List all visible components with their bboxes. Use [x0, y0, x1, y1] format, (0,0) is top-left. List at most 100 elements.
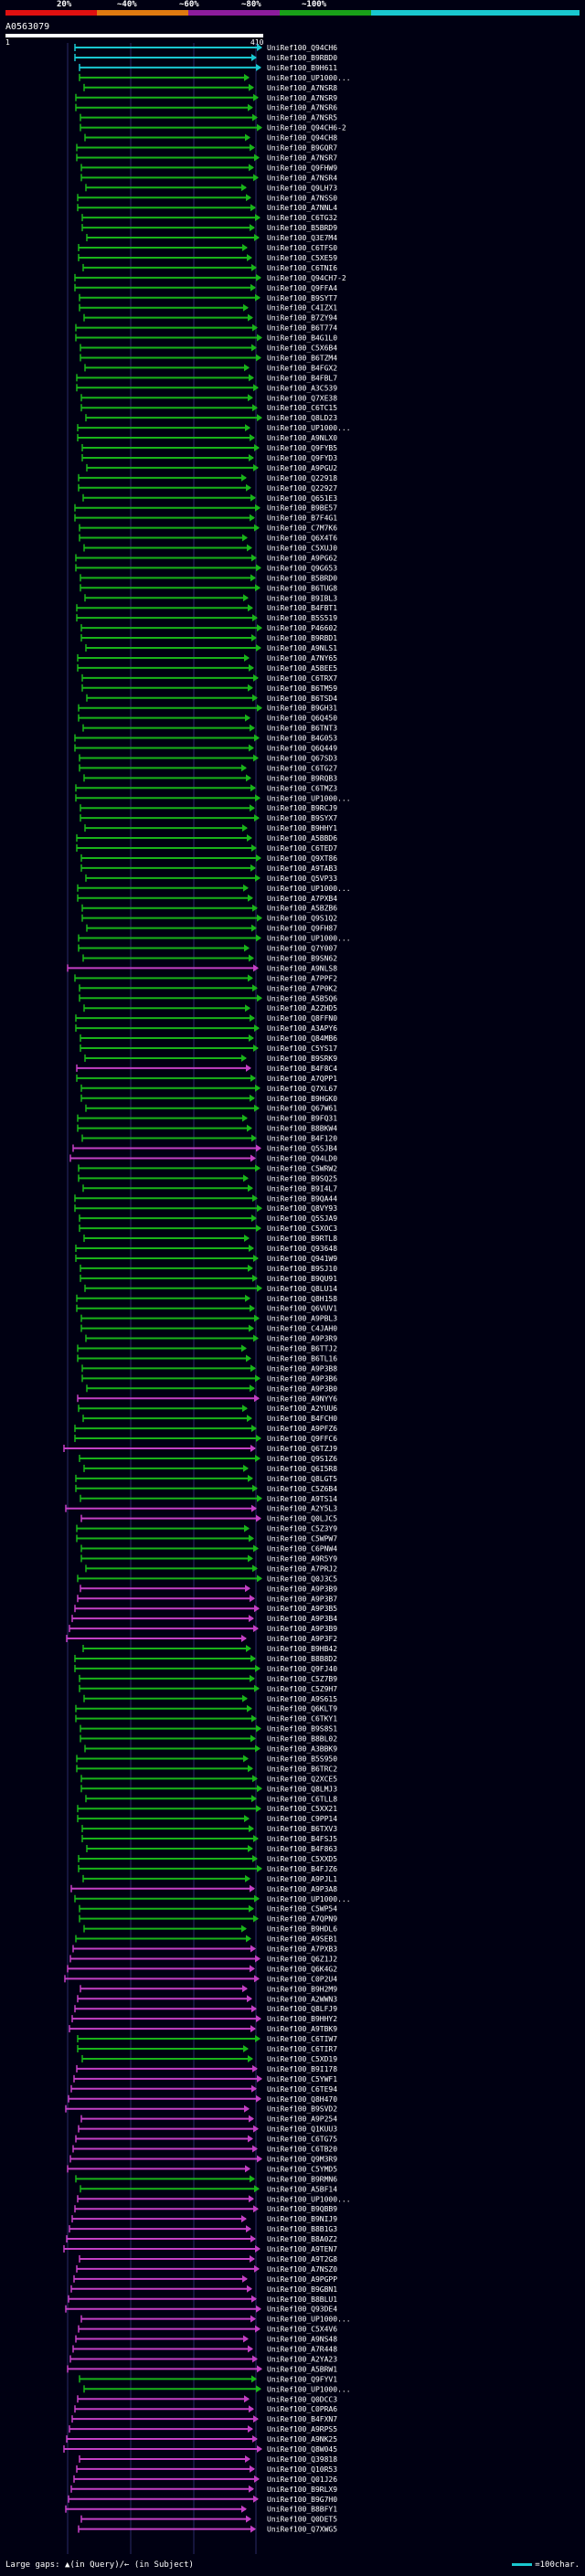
- hit-label[interactable]: UniRef100_B6TZM4: [267, 354, 337, 362]
- hit-row[interactable]: UniRef100_Q9S1Q2: [81, 914, 337, 923]
- hit-row[interactable]: UniRef100_C4JAH0: [80, 1324, 337, 1333]
- hit-label[interactable]: UniRef100_Q1KUU3: [267, 2125, 337, 2134]
- hit-label[interactable]: UniRef100_A9PGU2: [267, 464, 337, 472]
- hit-label[interactable]: UniRef100_B9QU91: [267, 1275, 337, 1283]
- hit-label[interactable]: UniRef100_A7P0K2: [267, 984, 337, 992]
- hit-row[interactable]: UniRef100_Q94CH7-2: [74, 273, 346, 282]
- hit-label[interactable]: UniRef100_C5Z7B9: [267, 1675, 337, 1683]
- hit-row[interactable]: UniRef100_C6TG27: [79, 764, 337, 772]
- hit-label[interactable]: UniRef100_A5BRW1: [267, 2365, 337, 2373]
- hit-row[interactable]: UniRef100_B9H2M9: [80, 1985, 337, 1993]
- hit-row[interactable]: UniRef100_A7NSS0: [77, 194, 337, 202]
- hit-row[interactable]: UniRef100_UP1000...: [75, 794, 351, 802]
- hit-row[interactable]: UniRef100_C6TIR7: [77, 2045, 337, 2053]
- hit-row[interactable]: UniRef100_Q9S1Z6: [79, 1454, 337, 1463]
- hit-label[interactable]: UniRef100_A7QPP1: [267, 1075, 337, 1083]
- hit-row[interactable]: UniRef100_Q22927: [78, 483, 337, 493]
- hit-row[interactable]: UniRef100_Q7XWG5: [78, 2525, 337, 2534]
- hit-label[interactable]: UniRef100_B8B1G3: [267, 2225, 337, 2233]
- hit-label[interactable]: UniRef100_Q39818: [267, 2455, 337, 2464]
- hit-label[interactable]: UniRef100_Q94CH8: [267, 134, 337, 143]
- hit-row[interactable]: UniRef100_B4G053: [74, 734, 337, 743]
- hit-row[interactable]: UniRef100_A7NSR7: [76, 154, 337, 162]
- hit-label[interactable]: UniRef100_A7NY65: [267, 654, 337, 663]
- hit-row[interactable]: UniRef100_A9PBL3: [80, 1314, 337, 1323]
- hit-label[interactable]: UniRef100_A5BF14: [267, 2185, 337, 2193]
- hit-label[interactable]: UniRef100_Q7XWG5: [267, 2526, 337, 2534]
- hit-label[interactable]: UniRef100_B8BLU1: [267, 2295, 337, 2304]
- hit-label[interactable]: UniRef100_C5WPW7: [267, 1535, 337, 1543]
- hit-row[interactable]: UniRef100_A9P3R9: [85, 1334, 337, 1343]
- hit-label[interactable]: UniRef100_A9P3B0: [267, 1384, 337, 1393]
- hit-row[interactable]: UniRef100_A9P3B7: [77, 1595, 337, 1603]
- hit-label[interactable]: UniRef100_B5BRD9: [267, 224, 337, 232]
- hit-row[interactable]: UniRef100_UP1000...: [77, 424, 351, 432]
- hit-label[interactable]: UniRef100_A5BBD6: [267, 834, 337, 843]
- hit-label[interactable]: UniRef100_B4FGX2: [267, 364, 337, 372]
- hit-label[interactable]: UniRef100_C5XE59: [267, 254, 337, 262]
- hit-row[interactable]: UniRef100_C4IZX1: [79, 303, 337, 313]
- hit-label[interactable]: UniRef100_Q0DCC3: [267, 2395, 337, 2403]
- hit-label[interactable]: UniRef100_C5XXD5: [267, 1855, 337, 1863]
- hit-label[interactable]: UniRef100_A9P3B6: [267, 1374, 337, 1383]
- hit-label[interactable]: UniRef100_B4F863: [267, 1845, 337, 1853]
- hit-label[interactable]: UniRef100_C5YWF1: [267, 2075, 337, 2083]
- hit-label[interactable]: UniRef100_Q5SJA9: [267, 1214, 337, 1223]
- hit-label[interactable]: UniRef100_B9HB42: [267, 1645, 337, 1653]
- hit-row[interactable]: UniRef100_B4FJZ6: [78, 1864, 337, 1873]
- hit-label[interactable]: UniRef100_B8B8D2: [267, 1655, 337, 1663]
- hit-row[interactable]: UniRef100_Q6X4T6: [79, 534, 337, 543]
- hit-label[interactable]: UniRef100_B9HHY1: [267, 824, 337, 832]
- hit-label[interactable]: UniRef100_C5WP54: [267, 1905, 337, 1913]
- hit-label[interactable]: UniRef100_A9NYY6: [267, 1394, 337, 1403]
- hit-label[interactable]: UniRef100_C6TE94: [267, 2085, 337, 2094]
- hit-label[interactable]: UniRef100_C5X6B4: [267, 345, 337, 353]
- hit-row[interactable]: UniRef100_C5YS17: [80, 1044, 337, 1053]
- hit-label[interactable]: UniRef100_A9NLS1: [267, 644, 337, 652]
- hit-row[interactable]: UniRef100_A9TEN7: [63, 2245, 337, 2253]
- hit-label[interactable]: UniRef100_Q9FYV1: [267, 2375, 337, 2383]
- hit-row[interactable]: UniRef100_A7QPP1: [76, 1074, 337, 1083]
- hit-row[interactable]: UniRef100_B9S8S1: [80, 1724, 337, 1733]
- hit-row[interactable]: UniRef100_Q3E7M4: [86, 234, 337, 242]
- hit-row[interactable]: UniRef100_Q6KLT9: [75, 1704, 337, 1713]
- hit-label[interactable]: UniRef100_A9P3B4: [267, 1615, 337, 1623]
- hit-label[interactable]: UniRef100_A9NLS8: [267, 964, 337, 972]
- hit-label[interactable]: UniRef100_A5B5Q6: [267, 994, 337, 1002]
- hit-label[interactable]: UniRef100_A9PJL1: [267, 1875, 337, 1883]
- hit-row[interactable]: UniRef100_B4F863: [86, 1845, 337, 1853]
- hit-row[interactable]: UniRef100_C6TC15: [80, 404, 337, 412]
- hit-label[interactable]: UniRef100_B9H2M9: [267, 1985, 337, 1993]
- hit-label[interactable]: UniRef100_Q9LH73: [267, 184, 337, 192]
- hit-row[interactable]: UniRef100_Q6Q450: [78, 714, 337, 723]
- hit-label[interactable]: UniRef100_B9SYX7: [267, 814, 337, 822]
- hit-label[interactable]: UniRef100_B8BL02: [267, 1735, 337, 1744]
- hit-label[interactable]: UniRef100_C6TG27: [267, 764, 337, 772]
- hit-row[interactable]: UniRef100_Q94CH6-2: [80, 123, 346, 133]
- hit-label[interactable]: UniRef100_C4JAH0: [267, 1325, 337, 1333]
- hit-label[interactable]: UniRef100_B9S8S1: [267, 1725, 337, 1733]
- hit-row[interactable]: UniRef100_C5YMD5: [67, 2165, 337, 2173]
- hit-row[interactable]: UniRef100_A9PGPP: [73, 2274, 337, 2284]
- hit-label[interactable]: UniRef100_B5S519: [267, 614, 337, 622]
- hit-row[interactable]: UniRef100_UP1000...: [77, 884, 351, 893]
- hit-label[interactable]: UniRef100_Q6KLT9: [267, 1705, 337, 1713]
- hit-row[interactable]: UniRef100_Q6Z1J2: [69, 1955, 337, 1963]
- hit-row[interactable]: UniRef100_Q9G653: [75, 564, 337, 572]
- hit-label[interactable]: UniRef100_Q6X4T6: [267, 535, 337, 543]
- hit-row[interactable]: UniRef100_A7NSR6: [75, 103, 337, 112]
- hit-label[interactable]: UniRef100_Q6VUV1: [267, 1305, 337, 1313]
- hit-row[interactable]: UniRef100_B8BL02: [80, 1734, 337, 1744]
- hit-row[interactable]: UniRef100_A7NSR4: [80, 174, 337, 182]
- hit-row[interactable]: UniRef100_B9SQ25: [78, 1174, 337, 1182]
- hit-label[interactable]: UniRef100_Q9FJ40: [267, 1665, 337, 1673]
- hit-label[interactable]: UniRef100_Q651E3: [267, 494, 337, 503]
- hit-row[interactable]: UniRef100_B9HHY2: [71, 2015, 337, 2023]
- hit-label[interactable]: UniRef100_B9SVD2: [267, 2105, 337, 2114]
- hit-label[interactable]: UniRef100_C5YS17: [267, 1044, 337, 1053]
- hit-label[interactable]: UniRef100_Q94LD0: [267, 1154, 337, 1162]
- hit-row[interactable]: UniRef100_A5BZB6: [81, 904, 337, 913]
- hit-label[interactable]: UniRef100_Q6K4G2: [267, 1965, 337, 1973]
- hit-row[interactable]: UniRef100_B5S950: [76, 1754, 337, 1763]
- hit-row[interactable]: UniRef100_B6TUG8: [80, 584, 337, 592]
